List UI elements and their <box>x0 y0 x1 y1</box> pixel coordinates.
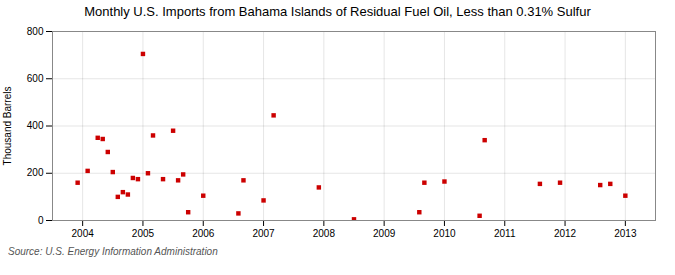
svg-text:2005: 2005 <box>132 228 155 239</box>
svg-text:400: 400 <box>27 120 44 131</box>
svg-text:2006: 2006 <box>192 228 215 239</box>
html-text:Source: U.S. Energy Informatio: Source: U.S. Energy Information Administ… <box>8 246 218 257</box>
svg-text:800: 800 <box>27 26 44 37</box>
svg-text:2007: 2007 <box>252 228 275 239</box>
svg-text:2011: 2011 <box>494 228 516 239</box>
svg-text:2008: 2008 <box>313 228 336 239</box>
svg-text:2012: 2012 <box>554 228 577 239</box>
svg-text:2013: 2013 <box>614 228 637 239</box>
svg-text:0: 0 <box>38 215 44 226</box>
html-text:Monthly U.S. Imports from Baha: Monthly U.S. Imports from Bahama Islands… <box>84 4 591 19</box>
svg-text:2009: 2009 <box>373 228 396 239</box>
svg-text:2010: 2010 <box>433 228 456 239</box>
svg-text:600: 600 <box>27 73 44 84</box>
svg-text:2004: 2004 <box>72 228 95 239</box>
svg-text:200: 200 <box>27 167 44 178</box>
svg-text:Thousand Barrels: Thousand Barrels <box>2 87 13 166</box>
